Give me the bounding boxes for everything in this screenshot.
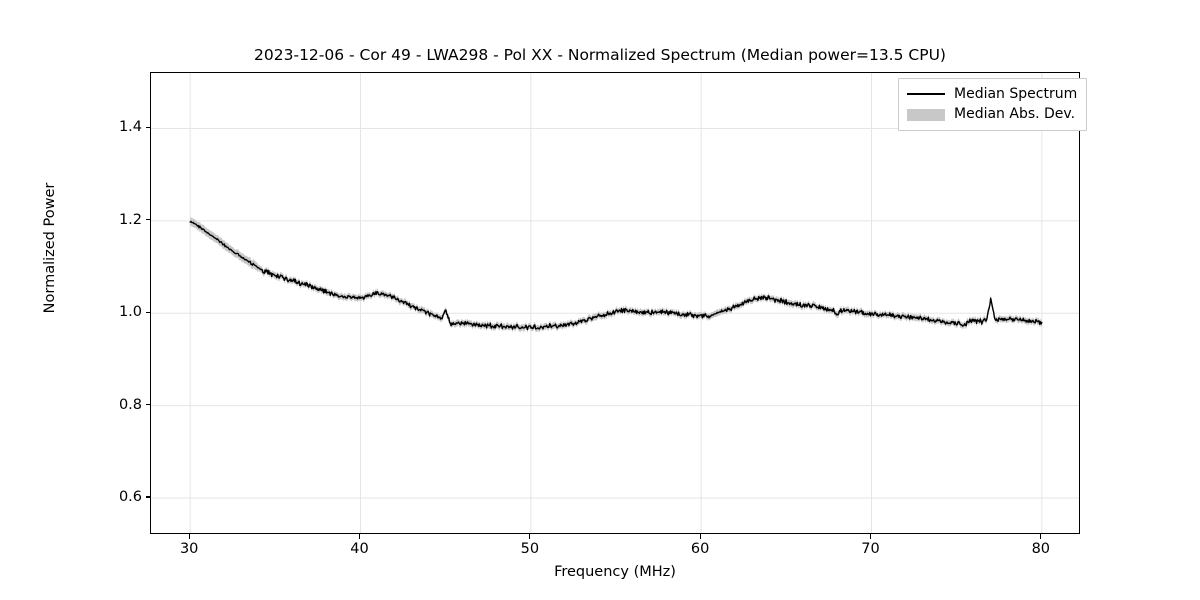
- plot-area: [150, 72, 1080, 534]
- x-tick-label: 80: [1031, 541, 1051, 557]
- y-tick-label: 1.2: [118, 211, 142, 228]
- x-tick-mark: [869, 534, 872, 539]
- median-abs-dev-band: [190, 217, 1042, 333]
- y-tick-label: 1.0: [118, 304, 142, 321]
- legend-item-median-spectrum[interactable]: Median Spectrum: [907, 84, 1077, 104]
- x-tick-mark: [529, 534, 531, 539]
- x-tick-mark: [188, 534, 190, 539]
- y-tick-mark: [146, 496, 151, 498]
- x-tick-label: 60: [690, 541, 710, 557]
- legend-patch-icon: [907, 107, 945, 121]
- legend-label-median-spectrum: Median Spectrum: [954, 86, 1078, 102]
- spectrum-plot-svg: [151, 73, 1079, 533]
- x-tick-mark: [358, 534, 361, 539]
- legend-label-median-abs-dev: Median Abs. Dev.: [954, 106, 1076, 122]
- y-axis-label: Normalized Power: [42, 182, 58, 314]
- legend-line-icon: [907, 87, 945, 101]
- legend-item-median-abs-dev[interactable]: Median Abs. Dev.: [907, 104, 1077, 124]
- y-tick-mark: [146, 403, 151, 406]
- y-tick-label: 0.6: [118, 489, 142, 506]
- legend[interactable]: Median Spectrum Median Abs. Dev.: [898, 78, 1088, 131]
- x-tick-mark: [1040, 534, 1042, 539]
- y-tick-mark: [146, 126, 151, 129]
- x-tick-label: 70: [861, 541, 880, 557]
- x-tick-label: 40: [350, 541, 369, 557]
- median-spectrum-line: [189, 220, 1043, 331]
- x-tick-mark: [699, 534, 701, 539]
- x-tick-label: 50: [520, 541, 540, 557]
- y-tick-mark: [146, 219, 151, 221]
- chart-title: 2023-12-06 - Cor 49 - LWA298 - Pol XX - …: [254, 46, 946, 64]
- gridlines: [151, 73, 1079, 533]
- y-tick-label: 0.8: [118, 396, 142, 413]
- y-tick-label: 1.4: [118, 119, 142, 136]
- x-axis-label: Frequency (MHz): [554, 564, 676, 580]
- y-tick-mark: [146, 311, 151, 313]
- x-tick-label: 30: [179, 541, 199, 557]
